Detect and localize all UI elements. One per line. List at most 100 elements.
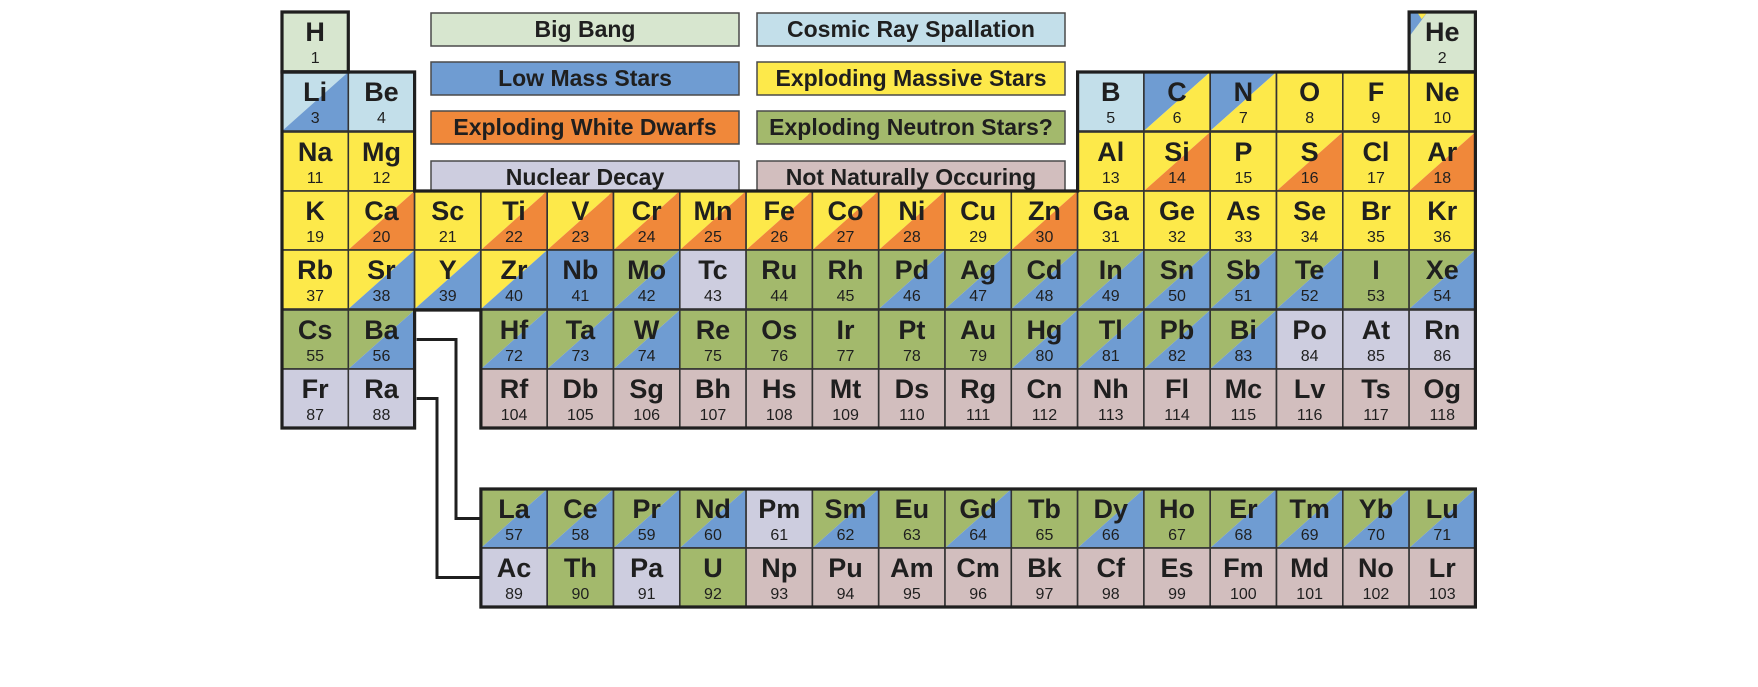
element-symbol: Am (890, 553, 934, 583)
cell-fill (1210, 548, 1277, 607)
cell-fill-primary (945, 250, 1012, 309)
element-symbol: Al (1097, 137, 1124, 167)
element-cell-nb: Nb 41 (546, 249, 615, 310)
element-symbol: Ds (895, 374, 930, 404)
atomic-number: 112 (1032, 407, 1058, 424)
atomic-number: 16 (1301, 170, 1319, 187)
element-cell-md: Md 101 (1275, 547, 1344, 608)
cell-fill-secondary (878, 191, 945, 250)
cell-fill (1011, 369, 1078, 428)
atomic-number: 7 (1239, 110, 1248, 127)
legend-label: Exploding White Dwarfs (453, 114, 716, 140)
atomic-number: 65 (1036, 527, 1054, 544)
element-symbol: Hf (500, 315, 529, 345)
atomic-number: 69 (1301, 527, 1319, 544)
legend-item-massive: Exploding Massive Stars (756, 61, 1066, 96)
element-symbol: Mt (830, 374, 861, 404)
cell-fill (1011, 548, 1078, 607)
element-symbol: As (1226, 196, 1261, 226)
cell-fill (282, 310, 349, 369)
element-symbol: Cu (960, 196, 996, 226)
cell-fill-secondary (1077, 310, 1144, 369)
cell-fill-secondary (348, 310, 415, 369)
element-symbol: Pd (895, 255, 930, 285)
atomic-number: 115 (1231, 407, 1257, 424)
atomic-number: 45 (837, 288, 855, 305)
cell-fill-secondary (348, 250, 415, 309)
atomic-number: 28 (903, 229, 921, 246)
atomic-number: 48 (1036, 288, 1054, 305)
element-symbol: Sm (825, 494, 867, 524)
element-symbol: Es (1161, 553, 1194, 583)
atomic-number: 58 (571, 527, 589, 544)
element-symbol: Tm (1289, 494, 1330, 524)
cell-fill (679, 250, 747, 309)
element-symbol: Lu (1426, 494, 1459, 524)
element-symbol: At (1362, 315, 1391, 345)
cell-fill-primary (1143, 250, 1211, 309)
atomic-number: 79 (969, 348, 987, 365)
atomic-number: 92 (704, 586, 722, 603)
element-cell-co: Co 27 (811, 190, 880, 251)
legend-label: Nuclear Decay (506, 164, 665, 190)
element-cell-u: U 92 (678, 547, 747, 608)
atomic-number: 31 (1102, 229, 1120, 246)
atomic-number: 97 (1036, 586, 1054, 603)
atomic-number: 46 (903, 288, 921, 305)
atomic-number: 55 (306, 348, 324, 365)
cell-fill-secondary (1143, 250, 1211, 309)
atomic-number: 44 (770, 288, 788, 305)
cell-fill (1077, 72, 1144, 131)
element-symbol: Li (303, 77, 327, 107)
element-symbol: Nb (562, 255, 598, 285)
cell-fill (1342, 310, 1410, 369)
element-cell-no: No 102 (1342, 547, 1410, 608)
element-cell-ts: Ts 117 (1342, 368, 1410, 429)
element-cell-ir: Ir 77 (811, 309, 880, 370)
element-cell-bk: Bk 97 (1010, 547, 1079, 608)
atomic-number: 93 (770, 586, 788, 603)
element-cell-ga: Ga 31 (1076, 190, 1145, 251)
element-symbol: Xe (1426, 255, 1459, 285)
atomic-number: 102 (1363, 586, 1390, 603)
cell-fill-secondary (1077, 489, 1144, 548)
cell-fill-primary (1011, 191, 1078, 250)
cell-fill-secondary (480, 489, 548, 548)
cell-fill-primary (812, 489, 879, 548)
cell-corner-a (1409, 12, 1428, 37)
cell-fill (282, 369, 349, 428)
element-cell-o: O8 (1275, 71, 1344, 132)
cell-fill (1077, 132, 1144, 191)
cell-fill (1342, 250, 1410, 309)
cell-fill-primary (480, 310, 548, 369)
element-cell-yb: Yb 70 (1342, 488, 1410, 549)
legend-swatch (756, 61, 1066, 96)
cell-fill-secondary (1210, 250, 1277, 309)
element-cell-dy: Dy 66 (1076, 488, 1145, 549)
element-symbol: Er (1229, 494, 1258, 524)
cell-fill (1276, 72, 1343, 131)
element-cell-hs: Hs 108 (745, 368, 814, 429)
element-cell-si: Si 14 (1143, 131, 1212, 192)
element-cell-zr: Zr 40 (480, 249, 548, 310)
atomic-number: 5 (1106, 110, 1115, 127)
element-cell-bi: Bi 83 (1209, 309, 1278, 370)
atomic-number: 50 (1168, 288, 1186, 305)
cell-fill (547, 548, 614, 607)
cell-fill (1276, 548, 1343, 607)
element-cell-mc: Mc 115 (1209, 368, 1278, 429)
element-symbol: Au (960, 315, 996, 345)
element-cell-th: Th 90 (546, 547, 615, 608)
element-cell-sr: Sr 38 (347, 249, 416, 310)
cell-fill-secondary (1011, 250, 1078, 309)
element-symbol: Md (1290, 553, 1329, 583)
element-symbol: Ni (898, 196, 925, 226)
element-cell-nh: Nh 113 (1076, 368, 1145, 429)
atomic-number: 11 (307, 170, 324, 187)
cell-fill-primary (348, 191, 415, 250)
legend-label: Big Bang (535, 16, 636, 42)
element-symbol: Ts (1361, 374, 1391, 404)
element-cell-he: He 2 (1408, 11, 1477, 72)
element-symbol: Br (1361, 196, 1391, 226)
atomic-number: 8 (1305, 110, 1314, 127)
